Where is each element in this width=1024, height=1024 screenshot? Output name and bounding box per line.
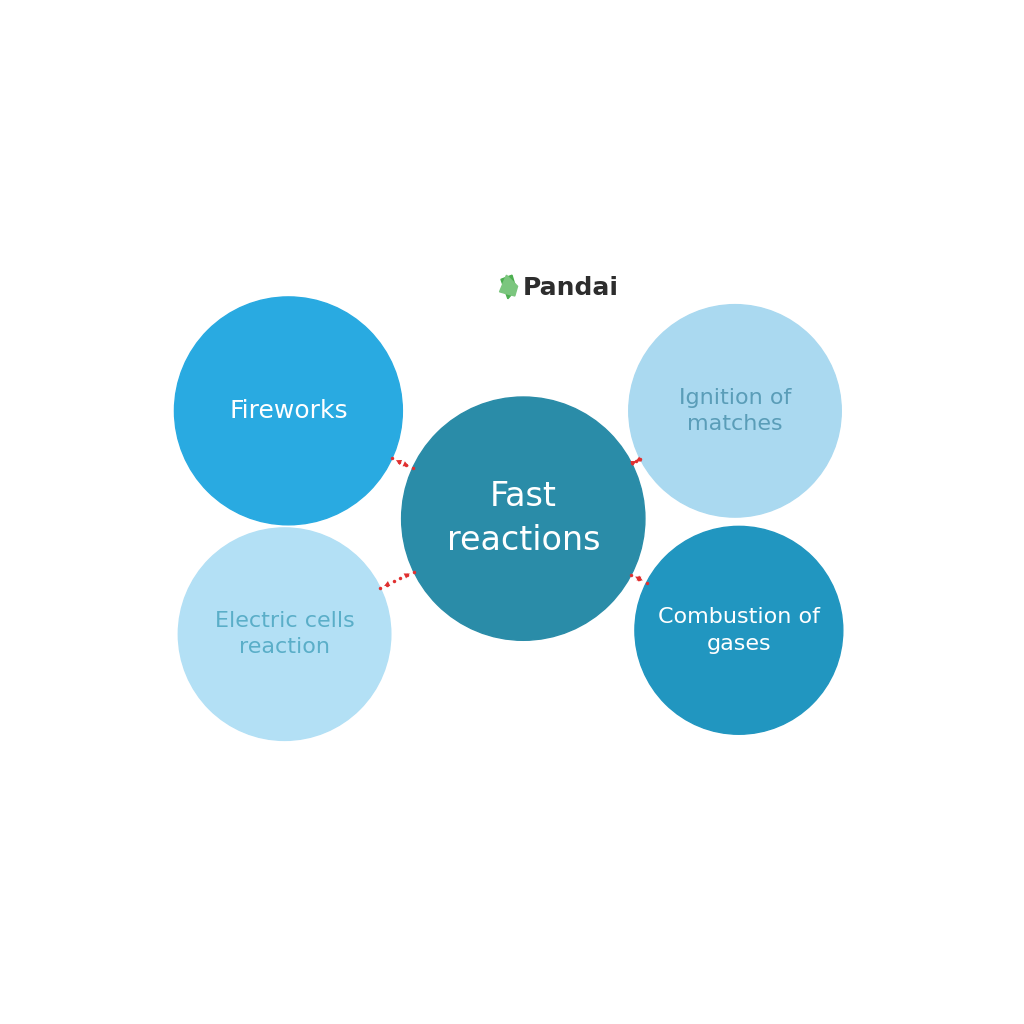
Text: Electric cells
reaction: Electric cells reaction [215, 611, 354, 657]
Text: Fireworks: Fireworks [229, 399, 348, 423]
Text: Pandai: Pandai [523, 275, 620, 300]
Polygon shape [501, 275, 516, 299]
Text: Ignition of
matches: Ignition of matches [679, 388, 792, 434]
Circle shape [401, 397, 645, 640]
Polygon shape [500, 275, 517, 296]
Circle shape [178, 528, 391, 740]
Circle shape [174, 297, 402, 525]
Text: Fast
reactions: Fast reactions [446, 480, 600, 557]
Text: Combustion of
gases: Combustion of gases [657, 607, 820, 653]
Circle shape [629, 304, 842, 517]
Circle shape [635, 526, 843, 734]
